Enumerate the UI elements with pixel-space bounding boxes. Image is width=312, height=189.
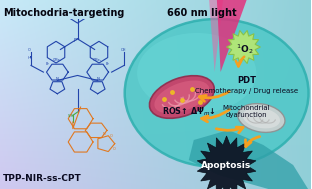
Ellipse shape: [149, 76, 214, 118]
Ellipse shape: [238, 104, 285, 132]
Text: Apoptosis: Apoptosis: [202, 161, 252, 170]
Polygon shape: [227, 30, 260, 64]
Text: $^1$O$_2$: $^1$O$_2$: [236, 42, 253, 56]
Text: Mitochodria-targeting: Mitochodria-targeting: [3, 8, 124, 18]
Ellipse shape: [137, 33, 256, 113]
Text: TPP-NIR-ss-CPT: TPP-NIR-ss-CPT: [3, 174, 82, 183]
Text: Chemotherapy / Drug release: Chemotherapy / Drug release: [195, 88, 298, 94]
Text: PDT: PDT: [237, 76, 256, 85]
Ellipse shape: [154, 81, 209, 113]
Ellipse shape: [243, 108, 280, 128]
Polygon shape: [189, 130, 308, 189]
Polygon shape: [209, 0, 224, 72]
Polygon shape: [217, 0, 248, 72]
Text: Mitochondrial
dyafunction: Mitochondrial dyafunction: [223, 105, 270, 119]
Ellipse shape: [125, 19, 309, 167]
Text: ROS↑ ΔΨ$_m$↓: ROS↑ ΔΨ$_m$↓: [162, 106, 216, 118]
Polygon shape: [197, 136, 256, 189]
Text: 660 nm light: 660 nm light: [167, 8, 236, 18]
